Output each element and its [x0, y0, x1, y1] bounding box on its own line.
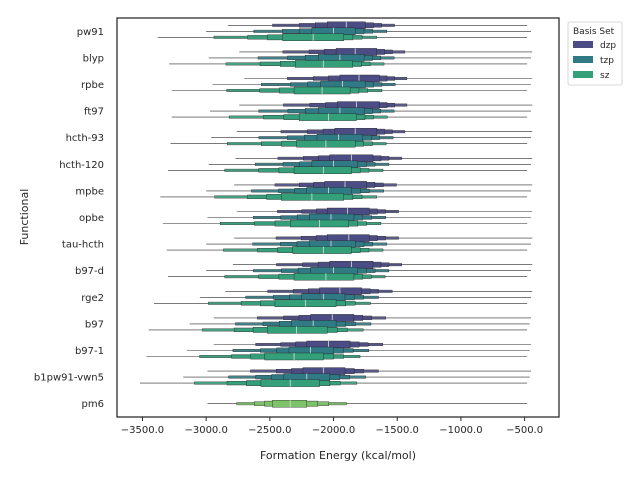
- y-tick-label: rpbe: [81, 80, 104, 91]
- box-level: [281, 193, 344, 201]
- boxes-layer: [139, 21, 533, 408]
- box-level: [292, 246, 352, 254]
- y-tick-label: b97: [85, 319, 104, 330]
- y-tick-label: hcth-120: [59, 160, 104, 171]
- y-tick-label: b97-1: [75, 346, 104, 357]
- x-tick-label: −1500.0: [376, 425, 419, 436]
- y-tick-label: pm6: [82, 399, 104, 410]
- legend-title: Basis Set: [573, 27, 615, 37]
- y-tick-label: tau-hcth: [62, 240, 104, 251]
- y-tick-label: rge2: [81, 293, 104, 304]
- x-tick-label: −2500.0: [248, 425, 291, 436]
- legend-label-sz: sz: [600, 71, 610, 81]
- x-axis-label: Formation Energy (kcal/mol): [260, 449, 416, 462]
- box-level: [293, 273, 355, 281]
- legend-label-tzp: tzp: [600, 56, 614, 66]
- y-tick-label: hcth-93: [66, 133, 104, 144]
- box-level: [295, 60, 353, 68]
- box-level: [267, 326, 328, 334]
- y-tick-label: pw91: [77, 27, 104, 38]
- plot-frame: [116, 17, 560, 418]
- x-tick-label: −3000.0: [184, 425, 227, 436]
- box-level: [272, 400, 307, 408]
- x-tick-label: −500.0: [506, 425, 543, 436]
- legend-swatch-dzp: [573, 41, 593, 48]
- y-tick-label: b97-d: [75, 266, 104, 277]
- x-tick-label: −3500.0: [121, 425, 164, 436]
- y-axis-label: Functional: [18, 189, 31, 246]
- legend-swatch-tzp: [573, 56, 593, 63]
- box-level: [298, 113, 357, 121]
- box-level: [293, 166, 352, 175]
- y-tick-labels: pw91 blyp rpbe ft97 hcth-93 hcth-120 mpbe opbe t…: [34, 27, 104, 410]
- y-tick-label: b1pw91-vwn5: [34, 373, 104, 384]
- x-tick-label: −1000.0: [439, 425, 482, 436]
- y-tick-label: opbe: [79, 213, 104, 224]
- legend-frame: [567, 21, 623, 86]
- y-tick-label: mpbe: [75, 186, 104, 197]
- y-tick-label: blyp: [83, 53, 104, 64]
- x-tick-label: −2000.0: [312, 425, 355, 436]
- x-tick-labels: −3500.0 −3000.0 −2500.0 −2000.0 −1500.0 −1000…: [121, 417, 543, 436]
- legend-label-dzp: dzp: [600, 41, 616, 51]
- legend-swatch-sz: [573, 71, 593, 78]
- legend: Basis Set dzp tzp sz: [567, 21, 623, 86]
- y-tick-label: ft97: [84, 107, 104, 118]
